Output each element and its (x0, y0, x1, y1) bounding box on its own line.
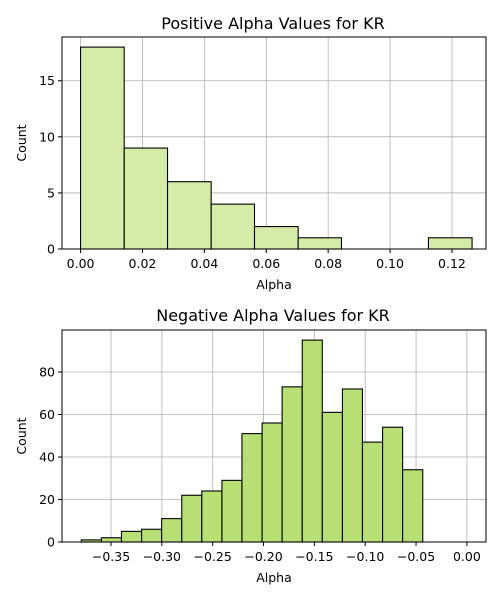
histogram-bar (321, 411, 343, 543)
histogram-bars (80, 46, 473, 250)
y-axis-ticks: 0 5 10 15 (39, 73, 62, 257)
x-tick-label: 0.00 (453, 549, 481, 564)
plot-frame (61, 329, 487, 543)
x-tick-label: 0.04 (190, 256, 218, 271)
y-tick-label: 40 (39, 449, 55, 464)
histogram-bar (141, 528, 163, 543)
chart-title: Positive Alpha Values for KR (161, 14, 384, 33)
histogram-bar (201, 490, 223, 543)
histogram-bar (123, 147, 169, 250)
x-tick-label: −0.05 (397, 549, 435, 564)
histogram-bar (80, 46, 125, 250)
histogram-bar (161, 518, 183, 543)
x-axis-ticks: −0.35 −0.30 −0.25 −0.20 −0.15 −0.10 −0.05 0.00 (92, 542, 481, 564)
histogram-bar (427, 237, 473, 250)
histogram-bar (382, 426, 404, 543)
x-tick-label: −0.35 (92, 549, 130, 564)
chart-title: Negative Alpha Values for KR (156, 306, 390, 325)
x-tick-label: 0.12 (438, 256, 466, 271)
x-tick-label: −0.30 (143, 549, 181, 564)
histogram-bar (301, 339, 323, 543)
histogram-bar (120, 530, 143, 543)
y-axis-label: Count (14, 417, 29, 454)
chart-negative-alpha: Negative Alpha Values for KR −0.35 −0.30−… (14, 306, 487, 585)
histogram-bar (297, 237, 343, 250)
x-tick-label: 0.10 (376, 256, 404, 271)
x-tick-label: −0.20 (244, 549, 282, 564)
histogram-bar (253, 226, 299, 250)
histogram-bar (361, 441, 384, 543)
grid (62, 37, 486, 250)
y-tick-label: 5 (47, 185, 55, 200)
y-axis-ticks: 0 20 40 60 80 (39, 364, 62, 550)
x-axis-label: Alpha (256, 570, 292, 585)
plot-frame (61, 36, 487, 250)
histogram-bar (181, 494, 203, 543)
y-tick-label: 10 (39, 129, 55, 144)
y-tick-label: 20 (39, 492, 55, 507)
x-tick-label: 0.02 (129, 256, 157, 271)
x-tick-label: 0.08 (314, 256, 342, 271)
x-tick-label: −0.15 (295, 549, 333, 564)
histogram-bar (221, 479, 243, 543)
x-tick-label: 0.00 (67, 256, 95, 271)
histogram-bar (281, 386, 303, 543)
x-axis-ticks: 0.00 0.02 0.04 0.06 0.08 0.10 0.12 (67, 249, 466, 271)
histogram-bar (210, 203, 256, 250)
histogram-bar (341, 388, 364, 543)
histogram-bar (100, 537, 123, 543)
y-tick-label: 0 (47, 535, 55, 550)
x-tick-label: −0.25 (194, 549, 232, 564)
histogram-bar (241, 433, 263, 543)
y-tick-label: 0 (47, 242, 55, 257)
histogram-bar (402, 469, 424, 543)
x-tick-label: −0.10 (346, 549, 384, 564)
x-tick-label: 0.06 (252, 256, 280, 271)
y-tick-label: 15 (39, 73, 55, 88)
y-tick-label: 80 (39, 364, 55, 379)
chart-positive-alpha: Positive Alpha Values for KR 0.00 0.02 0.0… (14, 14, 487, 292)
histogram-bars (80, 339, 424, 543)
y-axis-label: Count (14, 124, 29, 161)
histogram-bar (166, 181, 212, 250)
y-tick-label: 60 (39, 407, 55, 422)
histogram-bar (261, 422, 283, 543)
x-axis-label: Alpha (256, 277, 292, 292)
